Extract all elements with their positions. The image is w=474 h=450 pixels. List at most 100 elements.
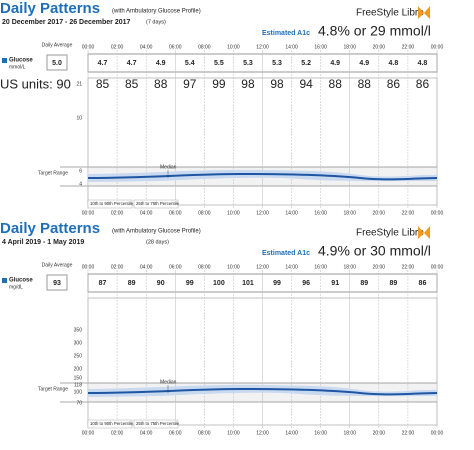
time-label: 18:00 <box>343 264 356 270</box>
y-tick-label: 10 <box>76 115 82 121</box>
hourly-value: 99 <box>273 280 281 287</box>
hourly-value: 4.9 <box>330 60 340 67</box>
hourly-value: 4.8 <box>389 60 399 67</box>
time-label: 06:00 <box>169 430 182 436</box>
time-label: 04:00 <box>140 430 153 436</box>
median-label: Median <box>160 164 177 170</box>
time-label: 18:00 <box>343 210 356 216</box>
median-line <box>87 387 438 396</box>
time-label: 10:00 <box>227 210 240 216</box>
hourly-value: 87 <box>99 280 107 287</box>
hourly-value: 99 <box>186 280 194 287</box>
median-line <box>87 172 438 181</box>
time-label: 20:00 <box>373 210 386 216</box>
time-label: 22:00 <box>402 210 415 216</box>
y-tick-label: 200 <box>74 366 83 372</box>
days: (28 days) <box>146 239 169 245</box>
unit-label: mmol/L <box>9 64 26 70</box>
average-box <box>46 274 68 291</box>
time-label: 22:00 <box>402 430 415 436</box>
report-panel: Daily Patterns (with Ambulatory Glucose P… <box>0 220 443 436</box>
time-label: 10:00 <box>227 44 240 50</box>
legend-box <box>133 199 179 209</box>
time-label: 16:00 <box>314 264 327 270</box>
time-label: 22:00 <box>402 264 415 270</box>
hourly-value: 4.7 <box>98 60 108 67</box>
time-label: 02:00 <box>111 430 124 436</box>
hourly-value: 5.5 <box>214 60 224 67</box>
time-label: 00:00 <box>82 430 95 436</box>
time-label: 12:00 <box>256 210 269 216</box>
time-label: 14:00 <box>285 264 298 270</box>
us-unit-value: 86 <box>416 77 430 91</box>
hourly-value: 91 <box>331 280 339 287</box>
time-label: 08:00 <box>198 264 211 270</box>
time-label: 16:00 <box>314 430 327 436</box>
hourly-value: 5.2 <box>301 60 311 67</box>
hourly-value: 4.9 <box>359 60 369 67</box>
median-label: Median <box>160 379 177 385</box>
time-label: 12:00 <box>256 44 269 50</box>
target-label: Target Range <box>38 170 68 176</box>
target-label: Target Range <box>38 386 68 392</box>
unit-label: mg/dL <box>9 284 23 290</box>
hourly-value: 89 <box>389 280 397 287</box>
time-label: 14:00 <box>285 210 298 216</box>
legend-box <box>133 419 179 429</box>
y-tick-label: 350 <box>74 327 83 333</box>
y-tick-label: 118 <box>74 382 82 388</box>
y-tick-label: 4 <box>79 181 82 187</box>
y-tick-label: 100 <box>74 389 83 395</box>
time-label: 00:00 <box>431 430 444 436</box>
hourly-value: 5.4 <box>185 60 195 67</box>
time-label: 02:00 <box>111 210 124 216</box>
time-label: 14:00 <box>285 44 298 50</box>
us-unit-value: 94 <box>299 77 313 91</box>
us-unit-value: 88 <box>358 77 372 91</box>
hourly-value: 4.8 <box>418 60 428 67</box>
time-label: 02:00 <box>111 264 124 270</box>
time-label: 06:00 <box>169 264 182 270</box>
time-label: 18:00 <box>343 430 356 436</box>
us-units-label: US units: 90 <box>0 76 71 91</box>
hourly-value: 5.3 <box>243 60 253 67</box>
time-label: 12:00 <box>256 264 269 270</box>
y-tick-label: 70 <box>76 400 82 406</box>
report-title: Daily Patterns <box>0 220 100 237</box>
legend-label: 25th to 75th Percentile <box>136 201 180 206</box>
days: (7 days) <box>146 19 166 25</box>
hourly-value: 101 <box>242 280 254 287</box>
brand: FreeStyle Libre <box>356 8 424 19</box>
a1c-label: Estimated A1c <box>262 30 310 37</box>
legend-label: 10th to 90th Percentile <box>90 421 134 426</box>
time-label: 02:00 <box>111 44 124 50</box>
time-label: 00:00 <box>431 44 444 50</box>
time-label: 00:00 <box>431 210 444 216</box>
average-box <box>46 54 68 71</box>
brand: FreeStyle Libre <box>356 228 424 239</box>
time-label: 16:00 <box>314 210 327 216</box>
time-label: 06:00 <box>169 44 182 50</box>
time-label: 10:00 <box>227 430 240 436</box>
time-label: 14:00 <box>285 430 298 436</box>
report-subtitle: (with Ambulatory Glucose Profile) <box>112 9 201 15</box>
us-unit-value: 86 <box>387 77 401 91</box>
percentile-band <box>88 384 437 397</box>
hourly-value: 89 <box>360 280 368 287</box>
time-label: 00:00 <box>82 44 95 50</box>
hourly-value: 90 <box>157 280 165 287</box>
time-label: 00:00 <box>82 210 95 216</box>
time-label: 04:00 <box>140 210 153 216</box>
y-tick-label: 6 <box>79 168 82 174</box>
hourly-value: 4.7 <box>127 60 137 67</box>
legend-label: 10th to 90th Percentile <box>90 201 134 206</box>
glucose-icon <box>2 278 7 283</box>
average-value: 5.0 <box>52 60 62 67</box>
time-label: 08:00 <box>198 210 211 216</box>
us-unit-value: 88 <box>329 77 343 91</box>
hourly-value: 86 <box>419 280 427 287</box>
us-unit-value: 98 <box>270 77 284 91</box>
butterfly-icon <box>418 226 430 239</box>
us-unit-value: 99 <box>212 77 226 91</box>
